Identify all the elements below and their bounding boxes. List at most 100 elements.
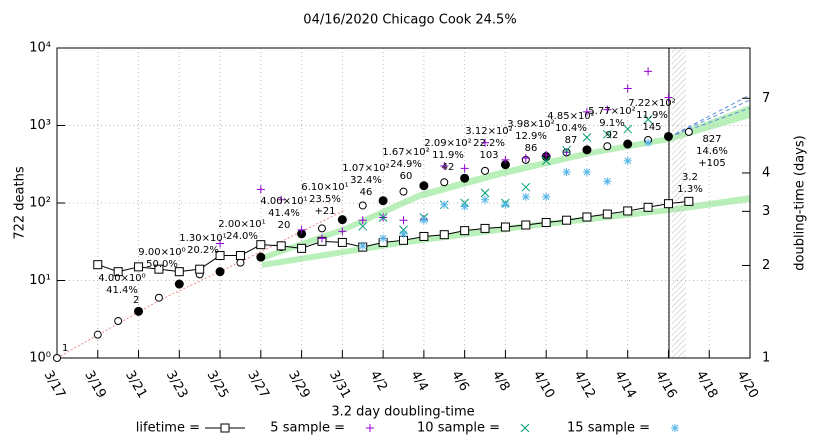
death-point [53, 354, 61, 362]
marker [542, 192, 551, 201]
annotation: 14.6% [696, 146, 728, 157]
annotation: 1 [62, 343, 68, 354]
marker [297, 243, 307, 253]
marker [480, 188, 490, 198]
marker [439, 230, 449, 240]
marker [317, 234, 326, 243]
death-point [684, 127, 693, 136]
marker [338, 227, 347, 236]
y2-tick-label: 7 [762, 91, 770, 106]
x-tick-label: 3/29 [285, 368, 313, 401]
annotation: 3.98×10² [507, 119, 554, 130]
y2-tick-label: 3 [762, 204, 770, 219]
death-point [215, 267, 225, 277]
annotation: 3.2 [682, 172, 698, 183]
death-point [317, 224, 326, 233]
death-point [603, 142, 612, 151]
x-tick-label: 3/17 [41, 368, 69, 401]
annotation: 12.9% [515, 131, 547, 142]
annotation: 10.4% [555, 123, 587, 134]
marker [562, 168, 571, 177]
marker [195, 264, 205, 274]
annotation: 5.77×10² [588, 106, 635, 117]
marker [643, 202, 653, 212]
marker [542, 150, 551, 159]
annotation: 6.10×10¹ [301, 182, 348, 193]
annotation: 24.9% [390, 159, 422, 170]
legend-label: 10 sample = [417, 421, 500, 436]
marker [602, 209, 612, 219]
annotation: 86 [525, 143, 538, 154]
y-tick-label: 10⁴ [29, 41, 51, 56]
marker [664, 93, 673, 102]
annotation: 3.12×10² [465, 126, 512, 137]
marker [481, 138, 490, 147]
legend-label: 15 sample = [567, 421, 650, 436]
y-axis-label: 722 deaths [13, 166, 28, 239]
annotation: 7.22×10² [628, 98, 675, 109]
death-point [337, 215, 347, 225]
annotation: 50.0% [146, 259, 178, 270]
annotation: 11.9% [432, 150, 464, 161]
death-point [114, 317, 123, 326]
marker [220, 423, 230, 433]
marker [623, 156, 632, 165]
y2-tick-label: 1 [762, 351, 770, 366]
marker [501, 155, 510, 164]
x-tick-label: 4/8 [489, 368, 512, 394]
marker [297, 225, 306, 234]
annotation: 41.4% [106, 285, 138, 296]
death-point [623, 139, 633, 149]
annotation: 32.4% [350, 175, 382, 186]
marker [460, 226, 470, 236]
marker [562, 215, 572, 225]
marker [134, 262, 144, 272]
x-tick-label: 4/6 [448, 368, 471, 394]
annotation: 46 [360, 187, 373, 198]
y-tick-label: 10³ [29, 118, 51, 133]
marker [419, 231, 429, 241]
annotation: 1.30×10¹ [179, 233, 226, 244]
annotation: 20 [278, 220, 291, 231]
marker [521, 154, 530, 163]
marker [460, 202, 469, 211]
marker [256, 185, 265, 194]
marker [541, 218, 551, 228]
marker [358, 216, 367, 225]
marker [623, 124, 633, 134]
annotation: 4.00×10⁰ [98, 273, 145, 284]
y2-tick-label: 2 [762, 258, 770, 273]
x-axis-label: 3.2 day doubling-time [331, 405, 474, 420]
marker [623, 206, 633, 216]
marker [521, 182, 531, 192]
death-point [582, 145, 592, 155]
marker [366, 424, 374, 432]
marker [378, 213, 388, 222]
marker [460, 164, 469, 173]
marker [603, 105, 612, 114]
x-tick-label: 3/27 [244, 368, 272, 401]
annotation: +105 [698, 158, 725, 169]
y2-axis-label: doubling-time (days) [793, 135, 808, 270]
y2-tick-label: 4 [762, 165, 770, 180]
marker [541, 156, 551, 166]
x-tick-label: 4/20 [734, 368, 762, 401]
marker [644, 67, 653, 76]
marker [93, 260, 103, 270]
marker [399, 229, 408, 238]
annotation: 4.85×10² [547, 111, 594, 122]
marker [419, 216, 428, 225]
annotation: 41.4% [268, 208, 300, 219]
marker [582, 168, 591, 177]
marker [113, 267, 123, 277]
annotation: +21 [314, 206, 335, 217]
annotation: 9.00×10⁰ [138, 247, 185, 258]
death-point [460, 173, 470, 183]
annotation: 11.9% [636, 110, 668, 121]
chart-title: 04/16/2020 Chicago Cook 24.5% [303, 13, 516, 28]
annotation: 1.3% [677, 184, 702, 195]
x-tick-label: 3/31 [326, 368, 354, 401]
death-point [93, 330, 102, 339]
x-tick-label: 4/10 [530, 368, 558, 401]
marker [337, 237, 347, 247]
